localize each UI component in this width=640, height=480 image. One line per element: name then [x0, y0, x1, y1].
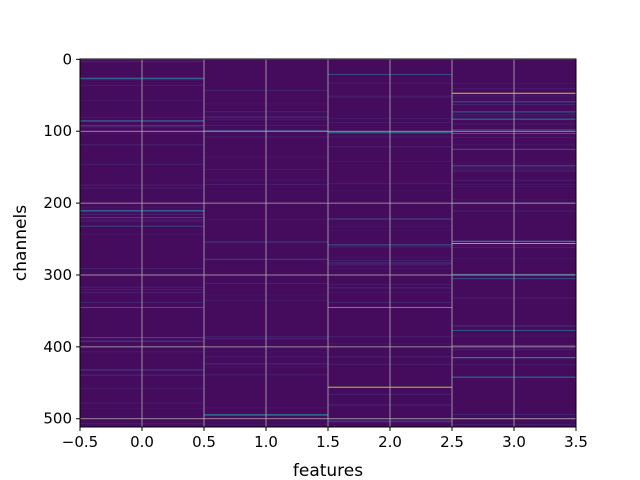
- x-tick-label: 3.0: [502, 433, 526, 451]
- x-tick-label: 2.0: [378, 433, 402, 451]
- x-tick-label: −0.5: [62, 433, 98, 451]
- x-tick-label: 0.5: [192, 433, 216, 451]
- y-axis-label: channels: [11, 205, 31, 281]
- x-axis-ticks: −0.5 0.0 0.5 1.0 1.5 2.0 2.5 3.0 3.5: [62, 427, 588, 451]
- y-tick-label: 300: [43, 266, 72, 284]
- y-tick-label: 400: [43, 338, 72, 356]
- x-tick-label: 1.5: [316, 433, 340, 451]
- x-tick-label: 2.5: [440, 433, 464, 451]
- y-tick-label: 500: [43, 410, 72, 428]
- y-axis-ticks: 0 100 200 300 400 500: [43, 50, 80, 428]
- x-tick-label: 0.0: [130, 433, 154, 451]
- x-axis-label: features: [293, 461, 363, 480]
- x-tick-label: 3.5: [564, 433, 588, 451]
- y-tick-label: 0: [62, 50, 72, 68]
- y-tick-label: 200: [43, 194, 72, 212]
- x-tick-label: 1.0: [254, 433, 278, 451]
- y-tick-label: 100: [43, 122, 72, 140]
